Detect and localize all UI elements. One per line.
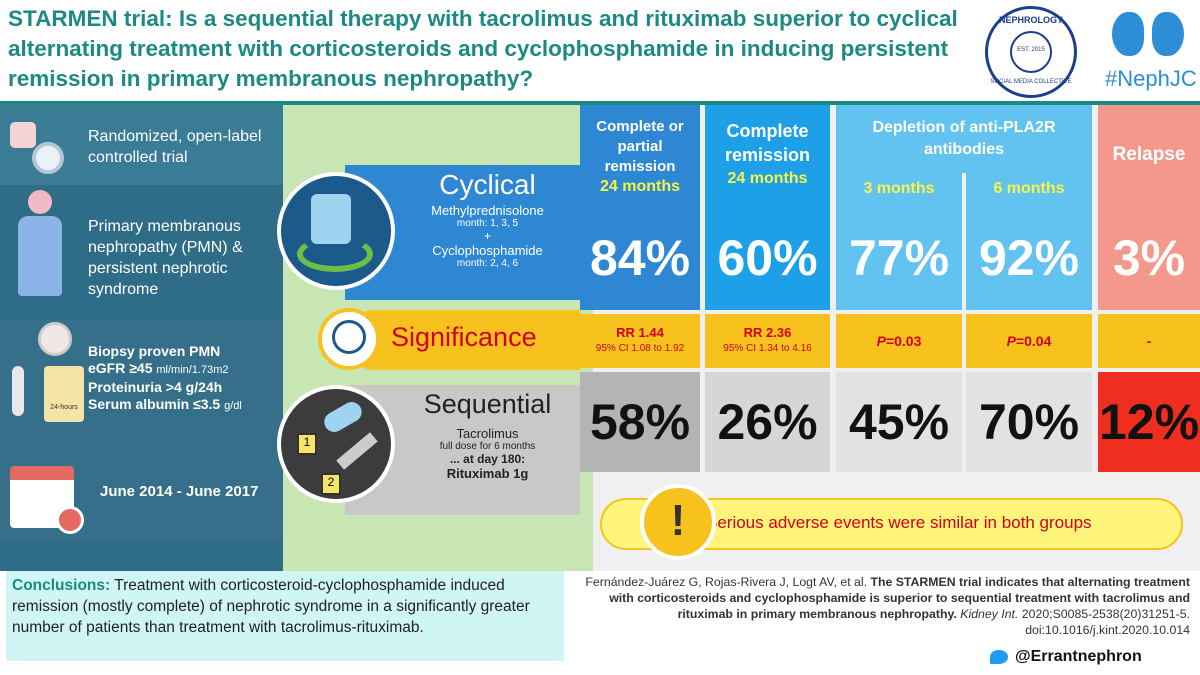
citation-authors: Fernández-Juárez G, Rojas-Rivera J, Logt… xyxy=(585,575,868,589)
header-complete-remission: Complete remission 24 months xyxy=(705,105,830,205)
logo-est-text: EST. 2015 xyxy=(1017,47,1045,53)
cyclical-value-3: 77% xyxy=(836,205,962,310)
patient-icon xyxy=(14,190,66,300)
population-text: Primary membranous nephropathy (PMN) & p… xyxy=(88,218,243,298)
sequential-value-5: 12% xyxy=(1098,372,1200,472)
cyclical-value-2: 60% xyxy=(705,205,830,310)
criteria-proteinuria: Proteinuria >4 g/24h xyxy=(88,379,223,395)
sequential-drug2-intro: ... at day 180: xyxy=(449,452,526,466)
title-divider xyxy=(0,101,1200,105)
citation-journal: Kidney Int. xyxy=(960,607,1019,621)
warning-icon: ! xyxy=(640,484,716,560)
sequential-value-4: 70% xyxy=(966,372,1092,472)
sequential-drug2: Rituximab 1g xyxy=(446,466,529,481)
header-complete-or-partial: Complete or partial remission 24 months xyxy=(580,105,700,205)
nephrology-smc-logo: NEPHROLOGY EST. 2015 SOCIAL MEDIA COLLEC… xyxy=(985,6,1077,98)
sequential-drug1: Tacrolimus xyxy=(456,426,519,441)
header-relapse: Relapse xyxy=(1098,105,1200,205)
citation-title: The STARMEN trial indicates that alterna… xyxy=(609,575,1190,621)
inclusion-criteria: Biopsy proven PMN eGFR ≥45 ml/min/1.73m2… xyxy=(88,343,278,415)
study-dates: June 2014 - June 2017 xyxy=(100,483,259,500)
cyclical-value-5: 3% xyxy=(1098,205,1200,310)
sequential-value-3: 45% xyxy=(836,372,962,472)
magnifier-chart-icon xyxy=(318,308,380,370)
logo-top-text: NEPHROLOGY xyxy=(998,15,1063,25)
significance-c5: - xyxy=(1098,314,1200,368)
nephjc-hashtag: #NephJC xyxy=(1105,66,1197,91)
iv-drip-cycle-icon xyxy=(277,172,395,290)
cyclical-drug2: Cyclophosphamide xyxy=(432,243,543,258)
sequential-drug1-schedule: full dose for 6 months xyxy=(439,441,536,452)
significance-label: Significance xyxy=(391,322,537,352)
significance-c1: RR 1.44 95% CI 1.08 to 1.92 xyxy=(580,314,700,368)
header-pla2r-6-months: 6 months xyxy=(966,173,1092,205)
significance-c2: RR 2.36 95% CI 1.34 to 4.16 xyxy=(705,314,830,368)
criteria-albumin: Serum albumin ≤3.5 g/dl xyxy=(88,396,242,412)
significance-c3: P =0.03 xyxy=(836,314,962,368)
significance-row-label: Significance xyxy=(345,310,580,370)
sequential-label: Sequential xyxy=(423,389,552,419)
kidney-logo-icon xyxy=(1010,31,1052,73)
cyclical-label: Cyclical xyxy=(439,169,536,200)
header-pla2r-3-months: 3 months xyxy=(836,173,962,205)
cyclical-value-1: 84% xyxy=(580,205,700,310)
nephjc-kidneys-icon xyxy=(1110,10,1190,60)
twitter-handle[interactable]: @Errantnephron xyxy=(1015,648,1142,665)
trial-design-text: Randomized, open-label controlled trial xyxy=(88,128,262,166)
jug-label: 24-hours xyxy=(50,404,78,411)
dice-eye-icon xyxy=(10,118,70,178)
sequential-value-1: 58% xyxy=(580,372,700,472)
lab-tests-icon: 24-hours xyxy=(10,322,85,422)
cyclical-value-4: 92% xyxy=(966,205,1092,310)
citation-details: 2020;S0085-2538(20)31251-5. doi:10.1016/… xyxy=(1021,607,1190,637)
cyclical-plus: + xyxy=(483,229,491,243)
cyclical-drug2-schedule: month: 2, 4, 6 xyxy=(456,258,519,269)
logo-bottom-text: SOCIAL MEDIA COLLECTIVE xyxy=(990,79,1072,85)
sequential-value-2: 26% xyxy=(705,372,830,472)
adverse-events-text: Serious adverse events were similar in b… xyxy=(706,513,1092,532)
conclusion-box: Conclusions: Treatment with corticostero… xyxy=(6,571,564,661)
header-pla2r-depletion: Depletion of anti-PLA2R antibodies xyxy=(836,105,1092,173)
citation: Fernández-Juárez G, Rojas-Rivera J, Logt… xyxy=(574,574,1190,638)
cyclical-arm-box: Cyclical Methylprednisolone month: 1, 3,… xyxy=(345,165,580,300)
conclusion-label: Conclusions: xyxy=(12,577,111,594)
cyclical-drug1-schedule: month: 1, 3, 5 xyxy=(456,218,519,229)
significance-c4: P =0.04 xyxy=(966,314,1092,368)
twitter-bird-icon xyxy=(990,650,1008,664)
page-title: STARMEN trial: Is a sequential therapy w… xyxy=(8,6,958,91)
cyclical-drug1: Methylprednisolone xyxy=(431,203,544,218)
criteria-biopsy: Biopsy proven PMN xyxy=(88,343,221,359)
calendar-clock-icon xyxy=(10,458,90,538)
pills-syringe-icon: 1 2 xyxy=(277,385,395,503)
conclusion-text: Treatment with corticosteroid-cyclophosp… xyxy=(12,577,530,636)
criteria-egfr: eGFR ≥45 ml/min/1.73m2 xyxy=(88,360,229,376)
